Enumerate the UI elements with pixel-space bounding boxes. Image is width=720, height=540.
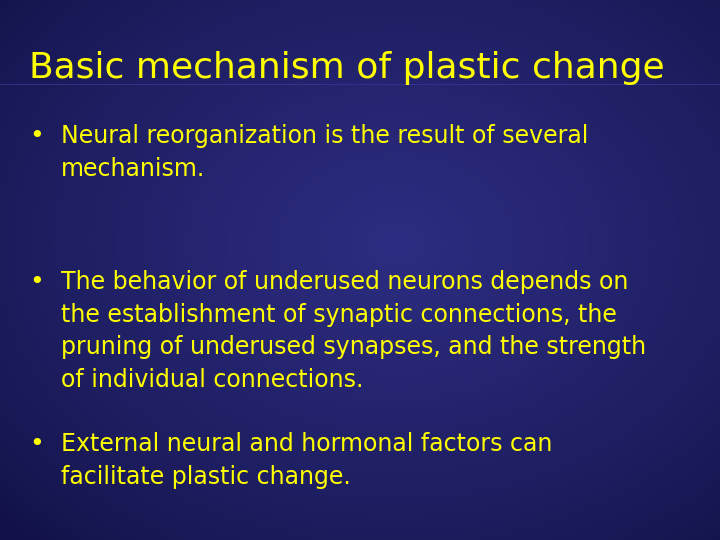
Text: •: • (29, 124, 43, 148)
Text: The behavior of underused neurons depends on
the establishment of synaptic conne: The behavior of underused neurons depend… (61, 270, 647, 392)
Text: External neural and hormonal factors can
facilitate plastic change.: External neural and hormonal factors can… (61, 432, 552, 489)
Text: Basic mechanism of plastic change: Basic mechanism of plastic change (29, 51, 665, 85)
Text: •: • (29, 432, 43, 456)
Text: •: • (29, 270, 43, 294)
Text: Neural reorganization is the result of several
mechanism.: Neural reorganization is the result of s… (61, 124, 588, 181)
